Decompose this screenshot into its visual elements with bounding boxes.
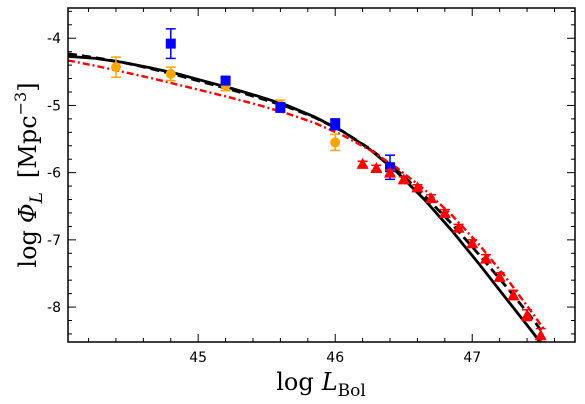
x-tick-label: 47 [463,350,481,366]
y-axis-title-unit: [Mpc [14,115,42,178]
data-point-triangle [466,237,479,249]
y-axis-title-exponent: −3 [11,92,30,116]
axes: 45 46 47 -4 -5 -6 -7 -8 [47,8,575,366]
data-point-triangle [521,309,534,321]
x-axis-title-symbol: L [321,368,338,396]
data-point-square [275,102,286,113]
y-axis-title-close: ] [14,82,42,91]
y-axis-title-sub: L [27,192,47,204]
x-axis-title-main: log [276,368,314,396]
data-point-triangle [397,173,410,185]
data-point-circle [165,68,176,79]
data-point-square [330,119,341,130]
x-axis-title-sub: Bol [338,381,366,401]
data-point-triangle [411,181,424,193]
plot-frame [67,7,576,343]
y-tick-label: -6 [47,166,61,182]
data-point-square [165,38,176,49]
data-point-circle [330,137,341,148]
model-curve-solid [68,55,542,342]
y-tick-label: -8 [47,300,61,316]
y-tick-label: -7 [47,233,61,249]
x-tick-label: 45 [189,350,207,366]
data-point-triangle [493,270,506,282]
plot-content [68,28,547,342]
model-curve-dashed [68,52,545,335]
y-axis-title-main: log [14,230,42,268]
data-point-triangle [479,252,492,264]
data-point-square [220,75,231,86]
data-point-triangle [534,329,547,341]
data-point-triangle [370,161,383,173]
data-point-triangle [438,206,451,218]
data-point-triangle [425,192,438,204]
data-point-triangle [452,221,465,233]
data-point-triangle [507,288,520,300]
data-point-triangle [384,166,397,178]
data-point-triangle [356,157,369,169]
y-axis-title: log ΦL [Mpc−3] [11,82,47,267]
data-point-circle [110,62,121,73]
x-axis-title: log LBol [276,368,366,401]
y-tick-label: -4 [47,31,61,47]
model-curve-dashdot [68,59,545,330]
y-axis-title-symbol: Φ [14,203,42,223]
y-tick-label: -5 [47,98,61,114]
x-tick-label: 46 [326,350,344,366]
